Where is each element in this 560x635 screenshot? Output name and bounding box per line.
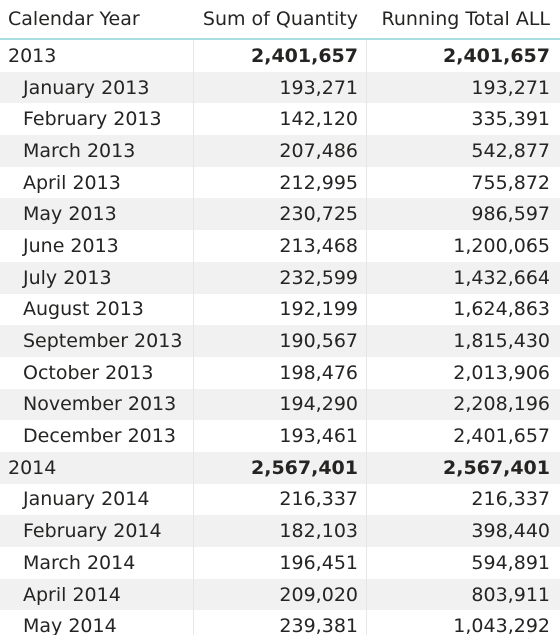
running-total-cell: 1,043,292 <box>364 615 558 635</box>
sum-of-quantity-cell: 142,120 <box>194 108 364 130</box>
row-label: January 2014 <box>0 488 194 510</box>
running-total-cell: 542,877 <box>364 140 558 162</box>
month-row[interactable]: October 2013 198,476 2,013,906 <box>0 357 560 389</box>
table-body: 2013 2,401,657 2,401,657 January 2013 193,27… <box>0 40 560 635</box>
month-row[interactable]: September 2013 190,567 1,815,430 <box>0 325 560 357</box>
sum-of-quantity-cell: 213,468 <box>194 235 364 257</box>
running-total-cell: 216,337 <box>364 488 558 510</box>
month-row[interactable]: February 2013 142,120 335,391 <box>0 103 560 135</box>
running-total-cell: 2,401,657 <box>364 45 558 67</box>
month-row[interactable]: June 2013 213,468 1,200,065 <box>0 230 560 262</box>
running-total-cell: 193,271 <box>364 77 558 99</box>
row-label: April 2014 <box>0 584 194 606</box>
column-divider <box>193 40 194 635</box>
row-label: January 2013 <box>0 77 194 99</box>
row-label: February 2013 <box>0 108 194 130</box>
row-label: May 2013 <box>0 203 194 225</box>
running-total-cell: 1,624,863 <box>364 298 558 320</box>
running-total-cell: 1,200,065 <box>364 235 558 257</box>
month-row[interactable]: January 2013 193,271 193,271 <box>0 72 560 104</box>
sum-of-quantity-cell: 230,725 <box>194 203 364 225</box>
sum-of-quantity-cell: 196,451 <box>194 552 364 574</box>
running-total-cell: 755,872 <box>364 172 558 194</box>
sum-of-quantity-cell: 192,199 <box>194 298 364 320</box>
sum-of-quantity-cell: 193,271 <box>194 77 364 99</box>
sum-of-quantity-cell: 190,567 <box>194 330 364 352</box>
row-label: December 2013 <box>0 425 194 447</box>
row-label: May 2014 <box>0 615 194 635</box>
month-row[interactable]: March 2014 196,451 594,891 <box>0 547 560 579</box>
row-label: March 2014 <box>0 552 194 574</box>
year-row[interactable]: 2013 2,401,657 2,401,657 <box>0 40 560 72</box>
running-total-cell: 1,815,430 <box>364 330 558 352</box>
sum-of-quantity-cell: 209,020 <box>194 584 364 606</box>
month-row[interactable]: May 2013 230,725 986,597 <box>0 198 560 230</box>
row-label: March 2013 <box>0 140 194 162</box>
row-label: October 2013 <box>0 362 194 384</box>
row-label: August 2013 <box>0 298 194 320</box>
month-row[interactable]: July 2013 232,599 1,432,664 <box>0 262 560 294</box>
running-total-cell: 2,013,906 <box>364 362 558 384</box>
sum-of-quantity-cell: 239,381 <box>194 615 364 635</box>
running-total-cell: 2,401,657 <box>364 425 558 447</box>
month-row[interactable]: February 2014 182,103 398,440 <box>0 515 560 547</box>
row-label: September 2013 <box>0 330 194 352</box>
month-row[interactable]: August 2013 192,199 1,624,863 <box>0 294 560 326</box>
month-row[interactable]: January 2014 216,337 216,337 <box>0 484 560 516</box>
column-header-sum-of-quantity[interactable]: Sum of Quantity <box>194 8 364 30</box>
month-row[interactable]: May 2014 239,381 1,043,292 <box>0 610 560 635</box>
month-row[interactable]: April 2014 209,020 803,911 <box>0 579 560 611</box>
column-header-calendar-year[interactable]: Calendar Year <box>0 8 194 30</box>
sum-of-quantity-cell: 207,486 <box>194 140 364 162</box>
row-label: February 2014 <box>0 520 194 542</box>
row-label: November 2013 <box>0 393 194 415</box>
month-row[interactable]: November 2013 194,290 2,208,196 <box>0 389 560 421</box>
running-total-cell: 335,391 <box>364 108 558 130</box>
sum-of-quantity-cell: 182,103 <box>194 520 364 542</box>
row-label: 2014 <box>0 457 194 479</box>
month-row[interactable]: March 2013 207,486 542,877 <box>0 135 560 167</box>
sum-of-quantity-cell: 198,476 <box>194 362 364 384</box>
row-label: June 2013 <box>0 235 194 257</box>
month-row[interactable]: April 2013 212,995 755,872 <box>0 167 560 199</box>
year-row[interactable]: 2014 2,567,401 2,567,401 <box>0 452 560 484</box>
running-total-cell: 2,567,401 <box>364 457 558 479</box>
sum-of-quantity-cell: 193,461 <box>194 425 364 447</box>
sum-of-quantity-cell: 232,599 <box>194 267 364 289</box>
sum-of-quantity-cell: 2,567,401 <box>194 457 364 479</box>
sum-of-quantity-cell: 194,290 <box>194 393 364 415</box>
running-total-cell: 2,208,196 <box>364 393 558 415</box>
row-label: 2013 <box>0 45 194 67</box>
month-row[interactable]: December 2013 193,461 2,401,657 <box>0 420 560 452</box>
table-header: Calendar Year Sum of Quantity Running To… <box>0 0 560 40</box>
running-total-cell: 594,891 <box>364 552 558 574</box>
sum-of-quantity-cell: 216,337 <box>194 488 364 510</box>
row-label: July 2013 <box>0 267 194 289</box>
running-total-cell: 398,440 <box>364 520 558 542</box>
column-header-running-total-all[interactable]: Running Total ALL <box>364 8 558 30</box>
sum-of-quantity-cell: 212,995 <box>194 172 364 194</box>
sum-of-quantity-cell: 2,401,657 <box>194 45 364 67</box>
running-total-cell: 803,911 <box>364 584 558 606</box>
running-total-cell: 986,597 <box>364 203 558 225</box>
column-divider <box>366 40 367 635</box>
running-total-cell: 1,432,664 <box>364 267 558 289</box>
row-label: April 2013 <box>0 172 194 194</box>
